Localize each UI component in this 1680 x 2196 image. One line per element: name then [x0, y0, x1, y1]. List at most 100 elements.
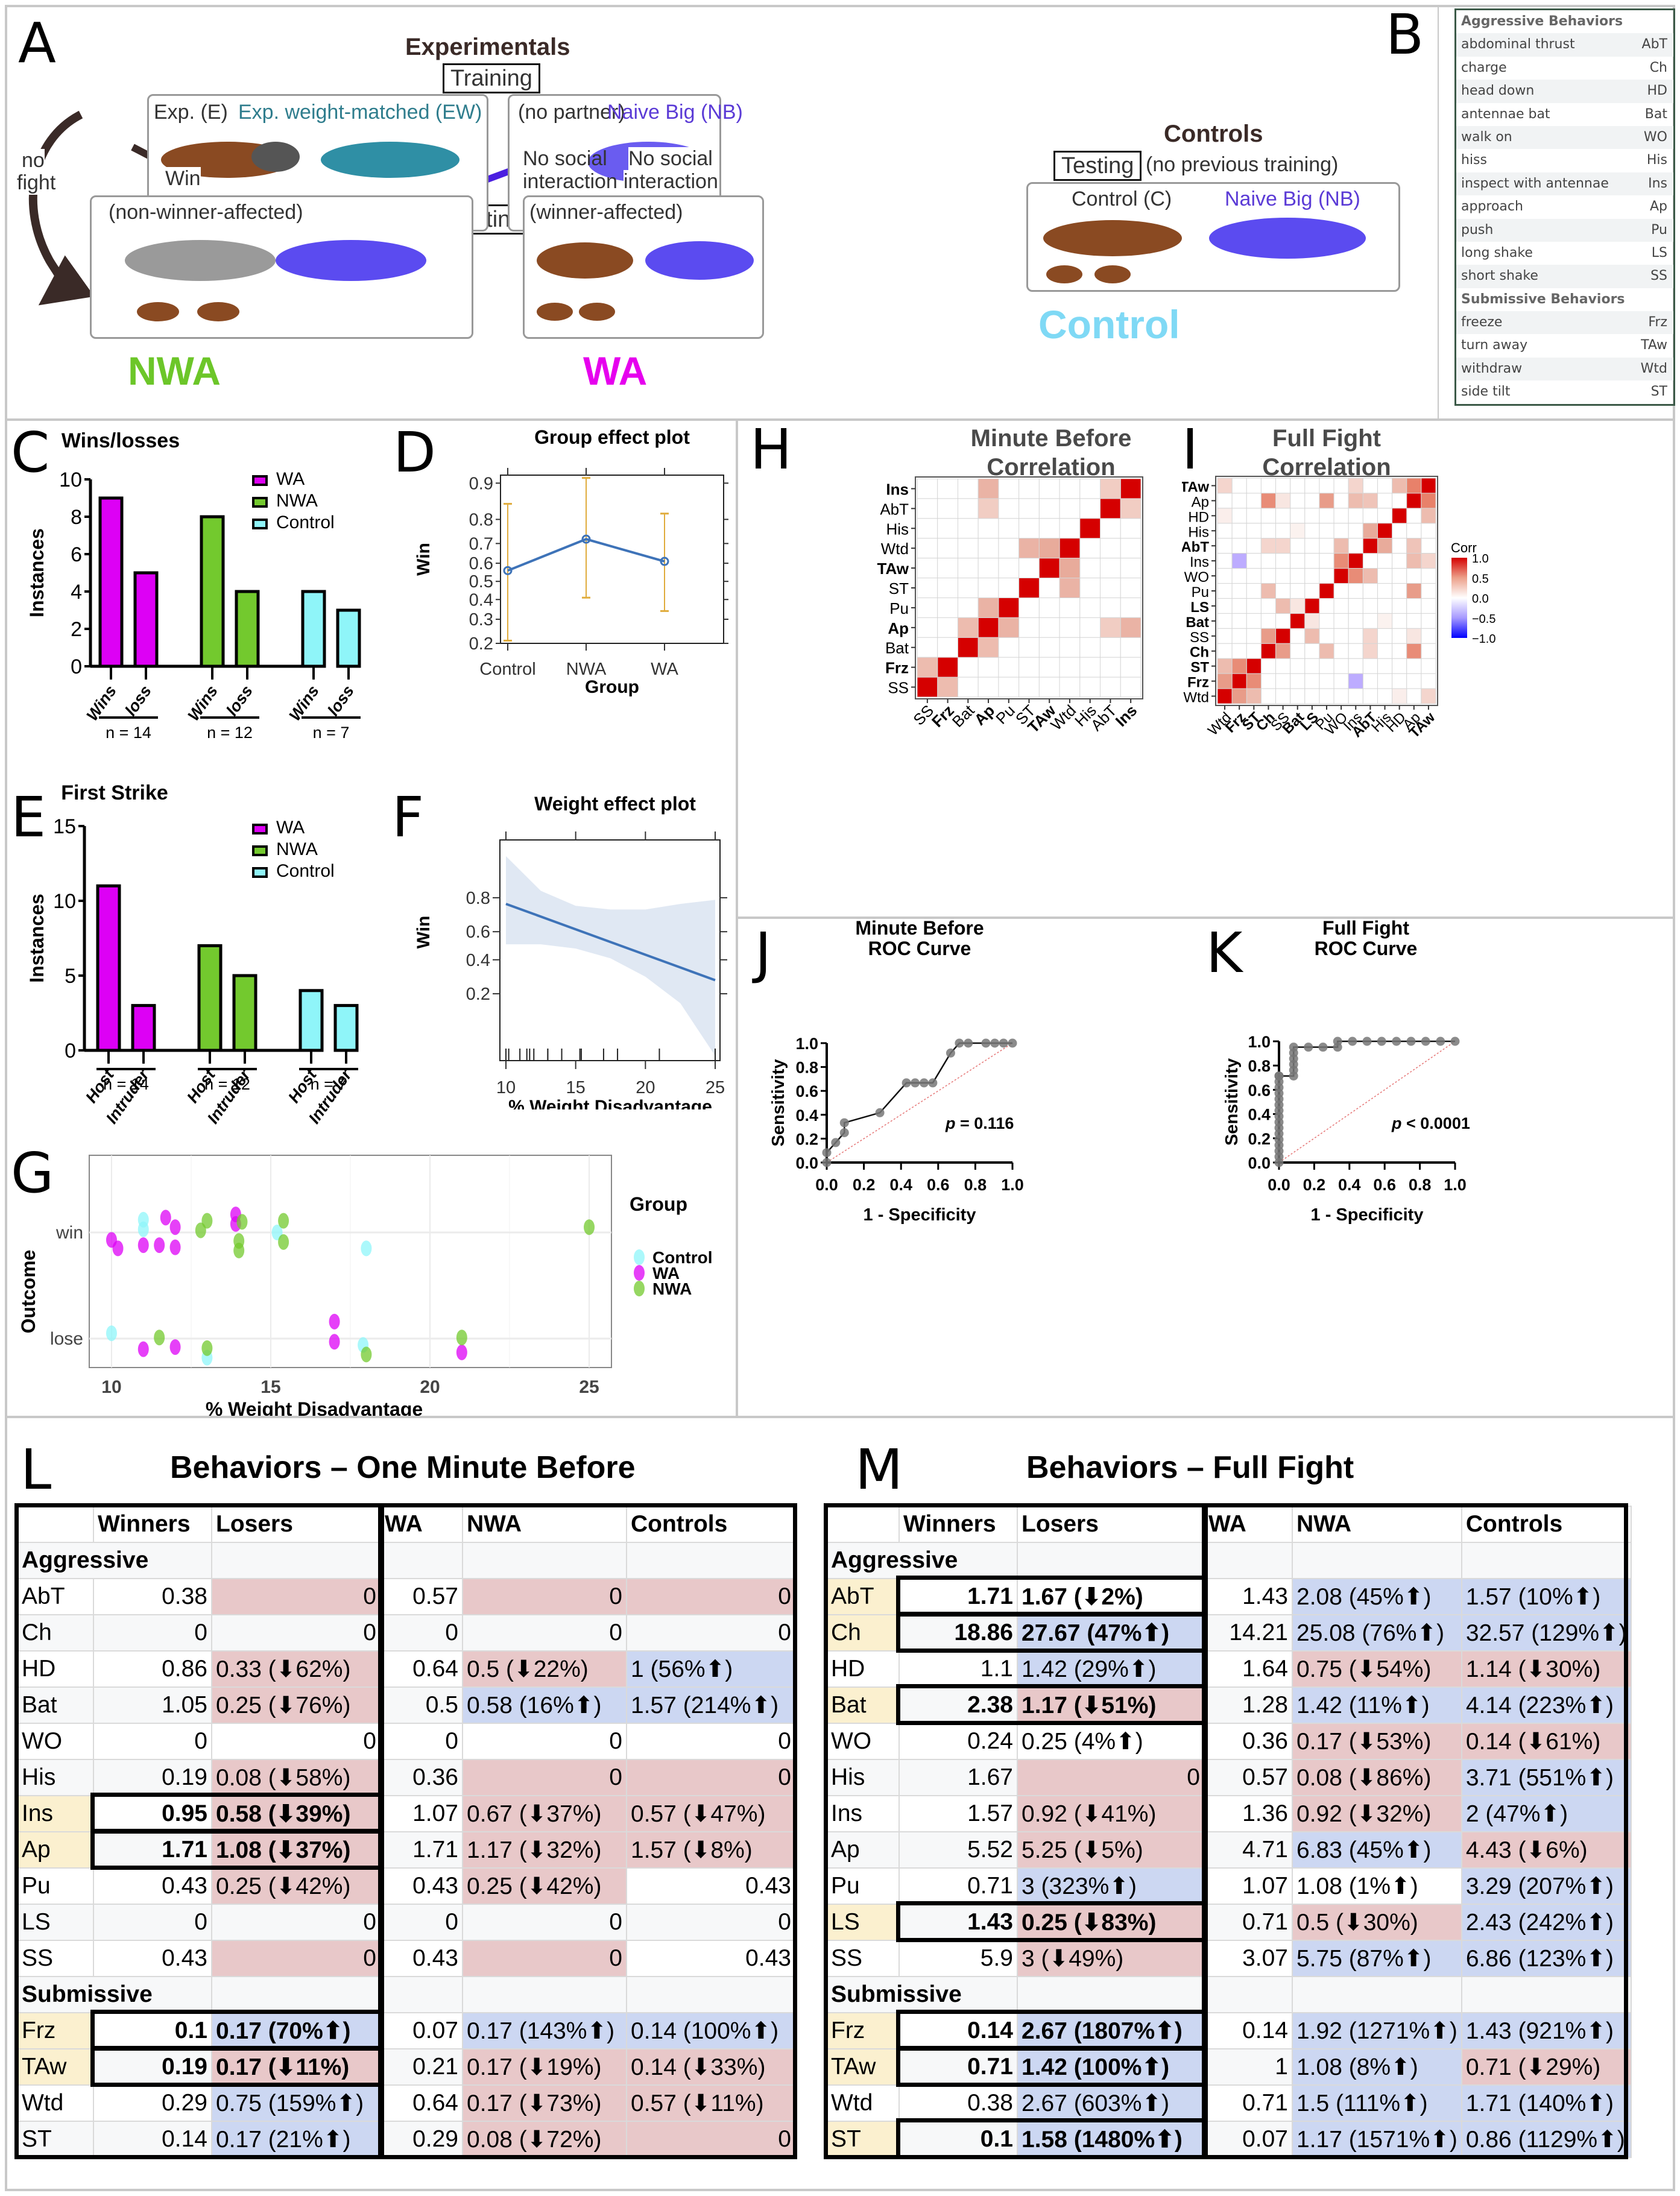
controls-cell: 0.57 (⬇11%) [626, 2084, 796, 2122]
heatmap-cell-value [1217, 658, 1233, 674]
behavior-cell: Wtd [826, 2084, 900, 2122]
heatmap-cell [1217, 553, 1233, 569]
win-label: Win [165, 167, 201, 191]
table-row: Ch 18.86 27.67 (47%⬆) 14.21 25.08 (76%⬆) 32.5… [826, 1614, 1632, 1652]
bar [336, 608, 361, 668]
section-row: Submissive [826, 1976, 1632, 2013]
controls-cell: 0.14 (100%⬆) [626, 2012, 796, 2049]
scatter-point [169, 1219, 181, 1235]
heatmap-cell-value [1319, 583, 1334, 599]
nwa-cell: 0.17 (143%⬆) [462, 2012, 627, 2049]
heatmap-cell [1377, 553, 1393, 569]
behavior-cell: Bat [17, 1686, 94, 1724]
heatmap-cell [1059, 677, 1081, 698]
roc-point [839, 1128, 849, 1137]
reference-diagonal [1278, 1041, 1456, 1163]
heatmap-cell [1246, 598, 1262, 614]
nwa-cell: 0 [462, 1614, 627, 1652]
heatmap-cell-value [1421, 688, 1436, 704]
behavior-name: short shake [1461, 268, 1538, 284]
column-header: NWA [462, 1506, 627, 1543]
legend-tick-label: −1.0 [1472, 633, 1495, 646]
heatmap-cell [977, 578, 999, 598]
non-winner-affected-label: (non-winner-affected) [109, 201, 303, 224]
heatmap-cell-value [1038, 558, 1060, 579]
heatmap-cell [917, 637, 938, 658]
losers-cell: 0.17 (⬇11%) [211, 2048, 381, 2086]
heatmap-cell [1290, 493, 1306, 509]
winners-cell: 0.43 [93, 1940, 212, 1977]
behavior-row: withdraw Wtd [1456, 357, 1673, 381]
y-tick-label: Wtd [1183, 690, 1209, 706]
losers-cell: 0 [211, 1578, 381, 1615]
heatmap-cell [1231, 493, 1247, 509]
y-tick-label: 0.4 [466, 951, 490, 970]
heatmap-cell [1377, 478, 1393, 494]
y-tick-label: Pu [889, 599, 909, 617]
table-row: LS 1.43 0.25 (⬇83%) 0.71 0.5 (⬇30%) 2.43 (242… [826, 1904, 1632, 1941]
x-tick-label: Ins [1112, 701, 1141, 730]
behavior-cell: TAw [826, 2048, 900, 2086]
legend-title: Group [630, 1193, 687, 1215]
chart-weight-effect: Weight effect plot 0.2 0.4 0.6 0.8 10 15 20 25 Wi… [414, 793, 727, 1109]
roc-point [964, 1038, 973, 1048]
behavior-cell: SS [17, 1940, 94, 1977]
wa-roach-pair-icon [537, 241, 754, 321]
y-tick-label: 0.5 [469, 572, 493, 592]
heatmap-cell-value [1231, 688, 1247, 704]
heatmap-cell [1319, 523, 1334, 539]
legend-label: Control [276, 861, 335, 881]
heatmap-cell-value [1246, 658, 1262, 674]
heatmap-cell-value [1304, 628, 1320, 644]
empty-cell [626, 1976, 796, 2013]
losers-cell: 0.58 (⬇39%) [211, 1795, 381, 1832]
nwa-cell: 6.83 (45%⬆) [1292, 1831, 1462, 1869]
p-value: < 0.0001 [1402, 1114, 1470, 1132]
y-tick-label: 6 [71, 543, 82, 566]
heatmap-cell [1079, 597, 1101, 618]
heatmap-cell [1246, 568, 1262, 584]
empty-cell [380, 1542, 463, 1579]
header-row: Winners Losers WA NWA Controls [826, 1506, 1632, 1543]
table-row: SS 5.9 3 (⬇49%) 3.07 5.75 (87%⬆) 6.86 (123%⬆) [826, 1940, 1632, 1977]
behavior-name: head down [1461, 83, 1535, 99]
behavior-name: antennae bat [1461, 106, 1550, 122]
behavior-abbr: HD [1647, 83, 1667, 99]
panel-label-g: G [11, 1141, 54, 1205]
heatmap-cell [1246, 478, 1262, 494]
control-c-label: Control (C) [1072, 188, 1172, 210]
losers-cell: 1.67 (⬇2%) [1017, 1578, 1205, 1615]
roc-point [1421, 1036, 1430, 1046]
section-row: Aggressive [17, 1542, 796, 1579]
y-axis-label: Win [414, 916, 434, 949]
behavior-row: long shake LS [1456, 242, 1673, 265]
behavior-row: antennae bat Bat [1456, 103, 1673, 126]
heatmap-cell-value [1260, 493, 1277, 509]
heatmap-cell-value [1260, 643, 1277, 659]
behavior-cell: Frz [17, 2012, 94, 2049]
table-m-title: Behaviors – Full Fight [1026, 1450, 1354, 1485]
heatmap-cell [1304, 553, 1320, 569]
behavior-row: short shake SS [1456, 265, 1673, 288]
section-label: Aggressive [17, 1542, 212, 1579]
legend-tick-label: 0.5 [1472, 572, 1489, 585]
chart-title: ROC Curve [1315, 938, 1418, 959]
heatmap-cell [1406, 508, 1422, 524]
heatmap-cell-value [1275, 598, 1291, 614]
y-tick-label: 0.0 [795, 1154, 818, 1172]
reference-diagonal [826, 1043, 1013, 1163]
behavior-cell: ST [17, 2121, 94, 2158]
x-axis-label: Group [585, 677, 639, 697]
behavior-name: push [1461, 222, 1494, 238]
legend-label: WA [276, 469, 305, 489]
wa-cell: 3.07 [1204, 1940, 1293, 1977]
heatmap-cell-value [1290, 523, 1306, 539]
behavior-abbr: ST [1650, 384, 1667, 400]
heatmap-cell [1319, 568, 1334, 584]
roc-point [839, 1118, 849, 1128]
y-tick-label: Ch [1190, 645, 1209, 661]
scatter-point [169, 1239, 181, 1255]
heatmap-cell [1421, 643, 1436, 659]
controls-cell: 0 [626, 1904, 796, 1941]
